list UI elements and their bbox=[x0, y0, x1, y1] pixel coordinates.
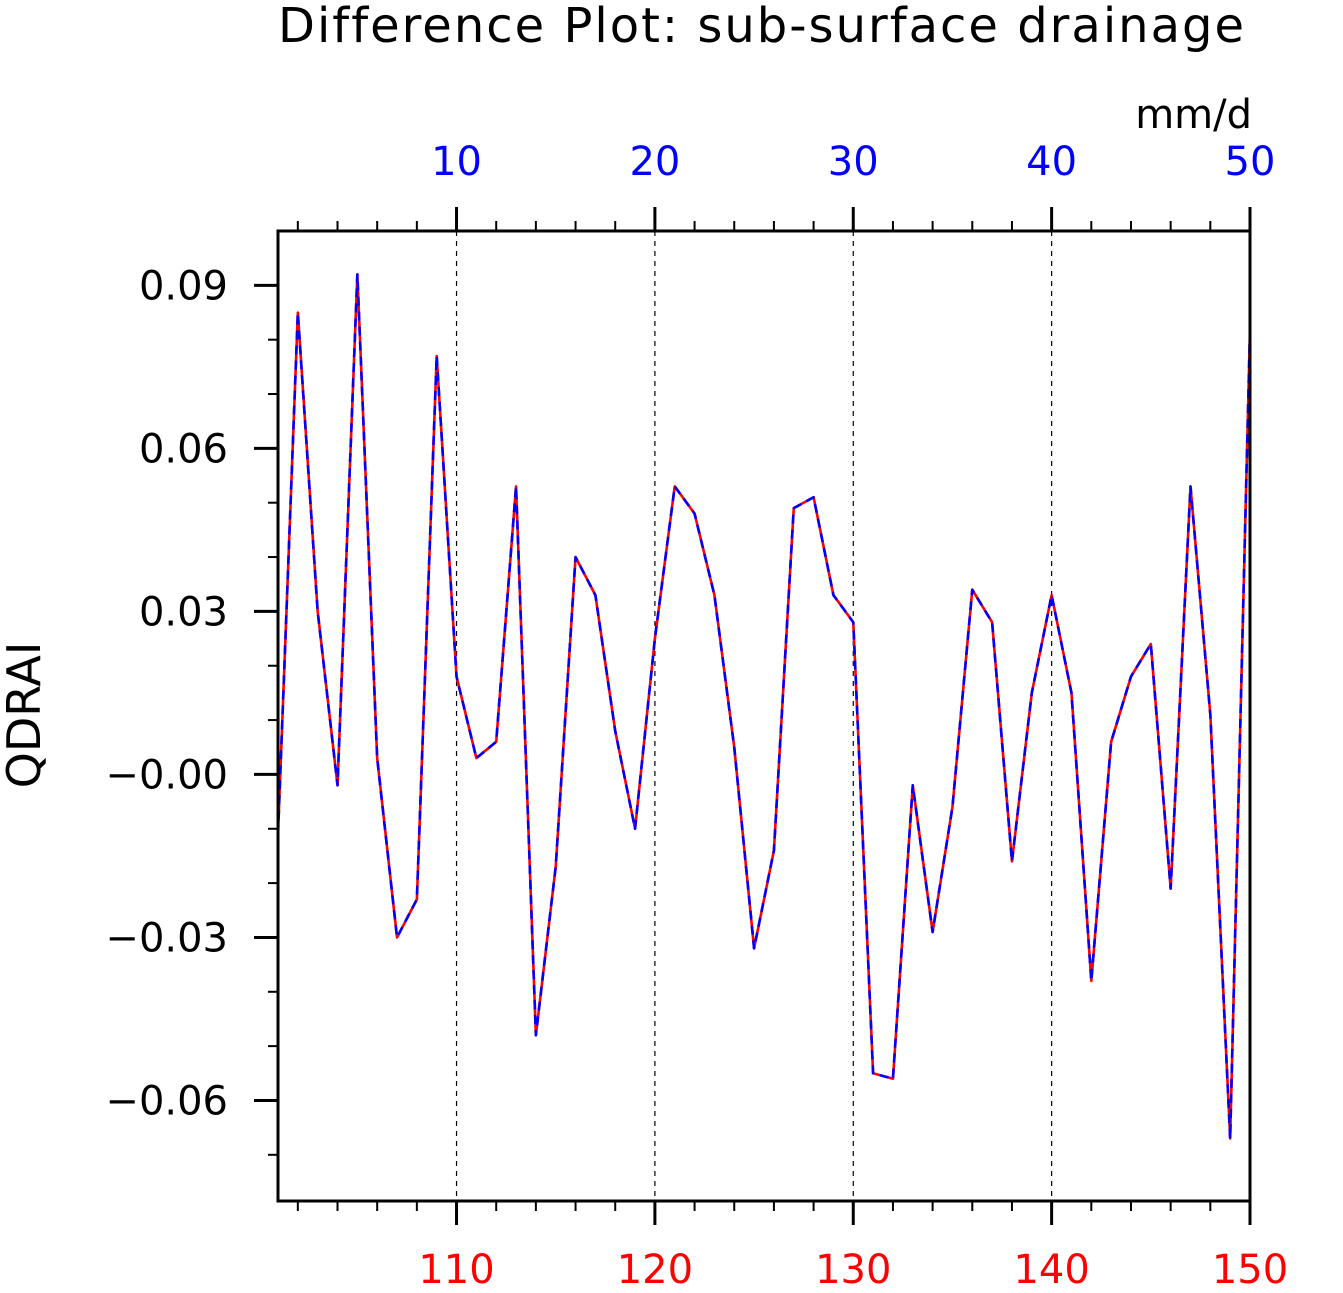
x-top-tick-label-30: 30 bbox=[828, 139, 879, 185]
series-line-2 bbox=[276, 273, 1252, 1140]
units-label: mm/d bbox=[1135, 92, 1252, 138]
grid-layer bbox=[455, 231, 1053, 1201]
y-tick-label-4: −0.03 bbox=[105, 915, 228, 961]
x-top-tick-label-40: 40 bbox=[1026, 139, 1077, 185]
chart-title: Difference Plot: sub-surface drainage bbox=[278, 0, 1246, 54]
plot-frame bbox=[276, 229, 1252, 1203]
y-tick-label-2: 0.03 bbox=[139, 589, 228, 635]
x-bottom-tick-label-120: 120 bbox=[617, 1247, 693, 1293]
x-top-tick-label-10: 10 bbox=[431, 139, 482, 185]
y-tick-label-3: −0.00 bbox=[105, 752, 228, 798]
y-tick-label-0: 0.09 bbox=[139, 263, 228, 309]
y-tick-label-5: −0.06 bbox=[105, 1078, 228, 1124]
axes-layer: 110 120 130 140 150 10 20 30 40 50 0.09 0.06 0.03 −0.… bbox=[105, 139, 1288, 1293]
y-tick-label-1: 0.06 bbox=[139, 426, 228, 472]
x-bottom-tick-label-110: 110 bbox=[418, 1247, 494, 1293]
y-axis-title: QDRAI bbox=[0, 642, 51, 789]
x-bottom-tick-label-130: 130 bbox=[815, 1247, 891, 1293]
x-top-tick-label-50: 50 bbox=[1225, 139, 1276, 185]
x-top-tick-label-20: 20 bbox=[629, 139, 680, 185]
series-layer bbox=[276, 273, 1252, 1140]
x-bottom-tick-label-140: 140 bbox=[1013, 1247, 1089, 1293]
x-bottom-tick-label-150: 150 bbox=[1212, 1247, 1288, 1293]
